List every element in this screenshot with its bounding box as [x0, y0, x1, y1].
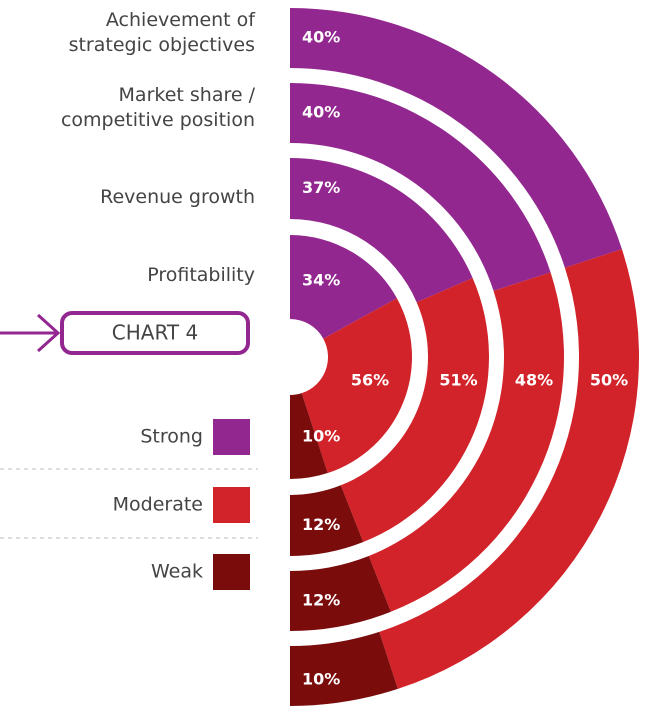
- chart-title: CHART 4: [112, 321, 198, 345]
- segment: [290, 485, 364, 557]
- segment: [290, 631, 398, 706]
- segment: [368, 272, 564, 612]
- value-label: 51%: [439, 371, 477, 390]
- legend-label: Weak: [151, 561, 203, 583]
- ring-label: Revenue growth: [100, 185, 255, 208]
- value-label: 50%: [590, 371, 628, 390]
- segment: [340, 277, 489, 543]
- legend-swatch: [213, 419, 250, 455]
- value-label: 56%: [351, 371, 389, 390]
- ring-label: Market share / competitive position: [60, 84, 255, 131]
- ring-label: Profitability: [147, 263, 255, 286]
- value-label: 12%: [302, 591, 340, 610]
- segment: [290, 555, 391, 631]
- segment: [301, 298, 412, 474]
- title-box: [60, 311, 250, 355]
- legend-label: Strong: [140, 426, 203, 448]
- value-label: 37%: [302, 178, 340, 197]
- value-label: 12%: [302, 515, 340, 534]
- value-label: 40%: [302, 28, 340, 47]
- legend-swatch: [213, 487, 250, 523]
- value-label: 10%: [302, 670, 340, 689]
- segment: [290, 158, 473, 303]
- legend-label: Moderate: [113, 494, 203, 516]
- value-label: 40%: [302, 103, 340, 122]
- segment: [290, 83, 551, 291]
- value-label: 34%: [302, 271, 340, 290]
- segment: [290, 235, 397, 339]
- value-label: 10%: [302, 427, 340, 446]
- legend-swatch: [213, 554, 250, 590]
- value-label: 48%: [515, 371, 553, 390]
- ring-label: Achievement of strategic objectives: [68, 9, 255, 56]
- segment: [379, 249, 639, 689]
- segment: [290, 8, 622, 268]
- arrow-head: [36, 313, 61, 353]
- segment: [290, 393, 328, 479]
